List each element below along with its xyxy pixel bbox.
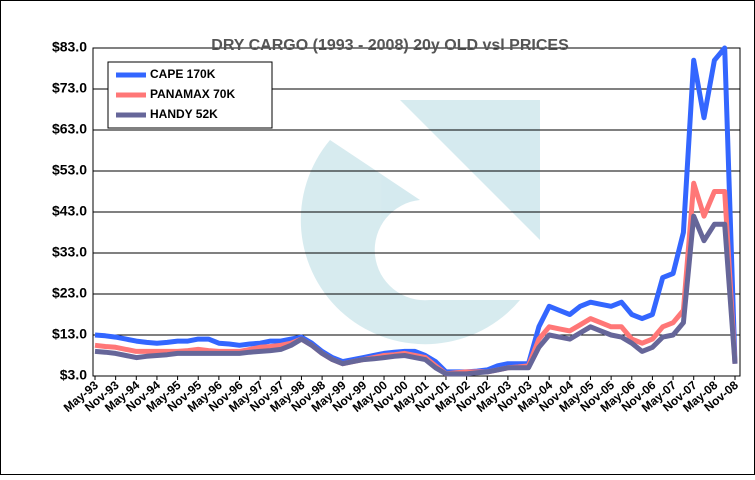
plot-border bbox=[92, 47, 741, 377]
legend-label: PANAMAX 70K bbox=[150, 87, 235, 101]
y-tick-label: $13.0 bbox=[52, 326, 87, 342]
y-tick-label: $23.0 bbox=[52, 285, 87, 301]
y-tick-label: $63.0 bbox=[52, 121, 87, 137]
y-tick-label: $43.0 bbox=[52, 203, 87, 219]
chart-title: DRY CARGO (1993 - 2008) 20y OLD vsl PRIC… bbox=[211, 37, 569, 54]
y-tick-label: $73.0 bbox=[52, 80, 87, 96]
y-tick-label: $53.0 bbox=[52, 162, 87, 178]
y-tick-label: $83.0 bbox=[52, 39, 87, 55]
series-line bbox=[94, 213, 738, 377]
legend-label: CAPE 170K bbox=[150, 67, 216, 81]
y-tick-label: $3.0 bbox=[60, 367, 87, 383]
legend-label: HANDY 52K bbox=[150, 107, 218, 121]
series-line bbox=[94, 45, 738, 375]
watermark bbox=[300, 100, 540, 345]
y-tick-label: $33.0 bbox=[52, 244, 87, 260]
